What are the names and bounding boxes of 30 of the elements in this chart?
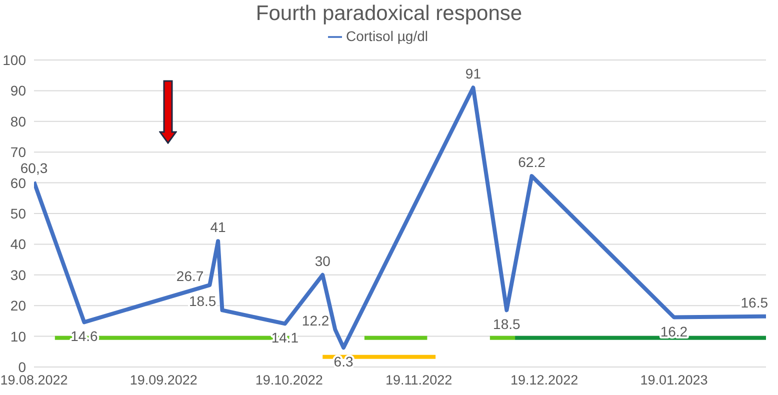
data-label: 16.2: [660, 323, 688, 340]
y-tick-label: 100: [2, 52, 26, 68]
data-label: 30: [314, 252, 331, 269]
data-label: 41: [210, 219, 226, 236]
data-label: 12.2: [302, 312, 330, 329]
y-tick-label: 10: [10, 328, 26, 344]
x-tick-label: 19.08.2022: [0, 372, 68, 388]
y-tick-label: 90: [10, 82, 26, 99]
y-tick-label: 20: [10, 298, 26, 314]
y-tick-label: 0: [18, 358, 26, 375]
data-label: 16.5: [740, 294, 768, 310]
y-tick-label: 60: [10, 174, 26, 191]
chart-title: Fourth paradoxical response: [254, 1, 524, 27]
y-tick-label: 40: [10, 236, 26, 252]
y-tick-label: 80: [10, 113, 26, 130]
data-label: 62.2: [518, 154, 546, 170]
y-tick-label: 50: [10, 205, 26, 222]
x-tick-label: 19.12.2022: [510, 372, 578, 388]
x-tick-label: 19.11.2022: [386, 372, 452, 388]
y-tick-label: 70: [10, 144, 26, 160]
data-label: 26.7: [176, 268, 204, 284]
data-label: 60,3: [20, 160, 48, 176]
data-label: 18.5: [188, 293, 216, 310]
legend-label: Cortisol µg/dl: [346, 28, 428, 44]
data-label: 18.5: [493, 316, 520, 332]
data-label: 91: [465, 66, 482, 82]
y-tick-label: 30: [10, 266, 26, 283]
x-tick-label: 19.10.2022: [255, 372, 323, 388]
x-tick-label: 19.09.2022: [130, 372, 198, 388]
x-tick-label: 19.01.2023: [640, 372, 708, 388]
